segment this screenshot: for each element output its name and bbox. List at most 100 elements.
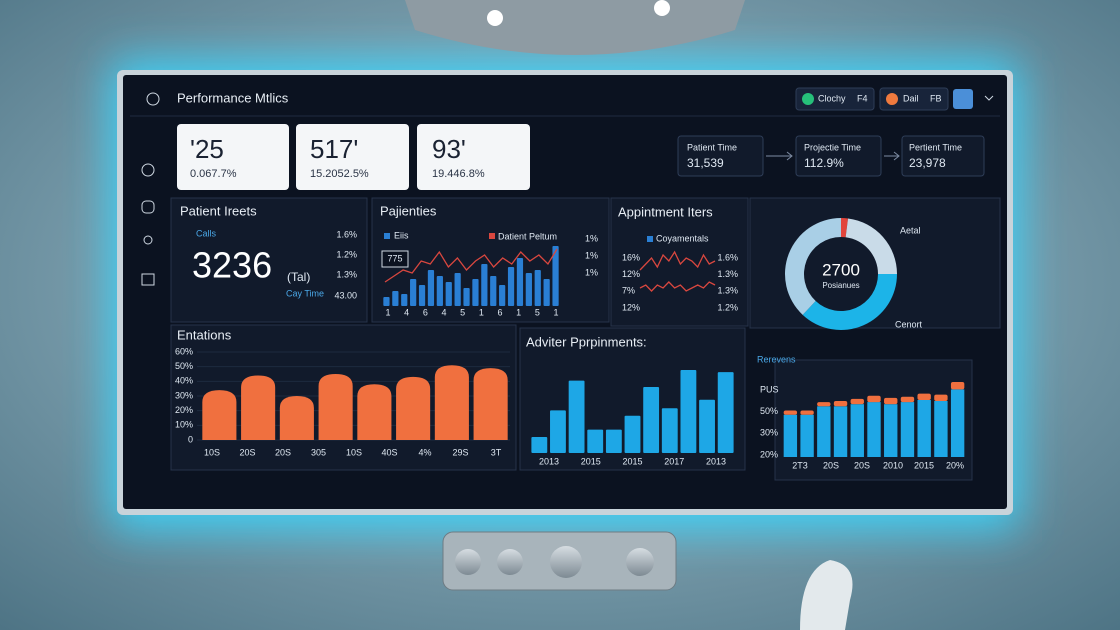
x-label: 1 [553,307,558,317]
caption: Calls [196,228,217,238]
nav-icon[interactable] [141,273,155,286]
x-label: 2T3 [792,460,808,470]
bar [717,372,734,453]
flow-value: 112.9% [804,156,844,170]
bar [867,402,881,457]
bar [900,402,915,457]
side-label: 1% [585,233,598,243]
y-label: 1.2% [717,302,738,312]
legend-label: Datient Peltum [498,231,557,241]
bar [202,390,237,440]
knob[interactable] [455,549,481,575]
donut-segment [802,274,897,331]
nav-icon[interactable] [141,200,155,214]
line [384,248,558,283]
button-icon [886,93,898,105]
side-label: 1% [585,267,598,277]
y-label: 1.6% [717,252,738,262]
bar [525,273,532,306]
icon-button[interactable] [953,89,973,109]
unit: (Tal) [287,270,310,284]
x-label: 2015 [581,456,601,466]
y-tick-label: 50% [175,361,193,371]
knob[interactable] [550,546,582,578]
x-label: 20S [823,460,839,470]
x-label: 20S [239,447,255,457]
x-label: 5 [535,307,540,317]
button-label: FB [930,93,942,103]
x-label: 4% [418,447,431,457]
bar [624,415,641,453]
bar [401,294,408,306]
x-label: 40S [381,447,397,457]
x-label: 305 [311,447,326,457]
x-label: 29S [452,447,468,457]
y-label: 1.3% [717,269,738,279]
y-label: 12% [622,302,640,312]
panel-title: Appintment Iters [618,204,713,219]
donut-label: Aetal [900,225,921,235]
bar-top [850,398,864,405]
donut-segment [841,218,849,238]
bar [418,285,426,306]
nav-icon[interactable] [141,163,155,177]
y-tick-label: 10% [175,420,193,430]
legend-label: Coyamentals [656,233,709,243]
panel-title: Adviter Pprpinments: [526,334,647,349]
flow-label: Pertient Time [909,142,962,152]
bar-top [817,402,831,407]
panel [170,197,368,323]
bar [427,270,435,306]
y-label: PUS [760,384,779,394]
bar [490,276,497,306]
bar-top [884,397,898,405]
x-label: 1 [385,307,390,317]
big-value: 3236 [192,245,272,286]
bar [396,376,431,440]
bar [463,288,470,306]
menu-icon[interactable] [146,92,160,106]
badge [381,250,409,268]
kpi-value: 93' [432,134,466,164]
dropdown[interactable] [984,95,994,101]
button[interactable] [879,87,949,111]
nav-icon[interactable] [143,235,153,245]
device-arm [800,560,853,630]
bar [507,267,515,306]
bar [661,408,678,453]
bar [472,279,479,306]
panel-title: Patient Ireets [180,203,257,218]
button-label: Dail [903,93,919,103]
dashboard-title: Performance Mtlics [177,90,289,105]
donut-segment [845,218,897,274]
x-label: 6 [497,307,502,317]
x-label: 6 [423,307,428,317]
knob[interactable] [497,549,523,575]
button-label: F4 [857,93,868,103]
bar [454,273,461,306]
y-label: 7% [622,286,635,296]
bar-top [950,382,965,390]
bar [543,279,550,306]
bar [699,399,715,453]
kpi-card [296,124,409,190]
knob[interactable] [626,548,654,576]
bar [534,270,541,306]
button[interactable] [795,87,875,111]
y-label: 30% [760,428,778,438]
kpi-value: 517' [310,134,358,164]
kpi-detail: 0.067.7% [190,168,237,180]
footnote: Cay Time [286,288,324,298]
bar [833,406,848,457]
bar [568,380,585,453]
legend-label: Eiis [394,230,409,240]
bar-top [867,395,881,403]
kpi-card [177,124,289,190]
bar-top [934,394,948,402]
button-icon [802,93,814,105]
flow-arrow [766,151,793,161]
bar [436,276,443,306]
panel-title: Pajienties [380,203,437,218]
bar [587,429,604,453]
